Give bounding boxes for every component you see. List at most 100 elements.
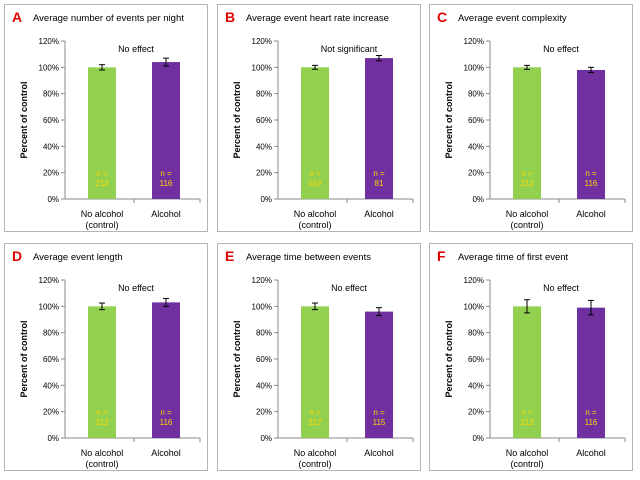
n-label-count: 212	[95, 179, 109, 188]
y-tick-label: 80%	[468, 90, 484, 99]
n-label-count: 212	[95, 418, 109, 427]
y-tick-label: 0%	[472, 434, 484, 443]
y-tick-label: 60%	[256, 355, 272, 364]
n-label-prefix: n =	[585, 408, 597, 417]
n-label-prefix: n =	[160, 169, 172, 178]
y-tick-label: 120%	[252, 37, 272, 46]
x-category-label: (control)	[85, 459, 118, 469]
y-tick-label: 0%	[47, 195, 59, 204]
annotation: No effect	[118, 44, 154, 54]
annotation: No effect	[543, 283, 579, 293]
y-tick-label: 80%	[43, 90, 59, 99]
bar	[152, 62, 180, 199]
bar	[577, 307, 605, 438]
x-category-label: Alcohol	[576, 209, 606, 219]
annotation: No effect	[543, 44, 579, 54]
chart-plot: 0% 20% 40% 60% 80% 100% 120% Percent of control…	[232, 37, 414, 230]
y-tick-label: 20%	[468, 169, 484, 178]
chart-plot: 0% 20% 40% 60% 80% 100% 120% Percent of control…	[444, 37, 626, 230]
n-label-count: 212	[520, 418, 534, 427]
bar	[365, 311, 393, 438]
chart-panel-c: C Average event complexity 0% 20% 40% 60% 80…	[429, 4, 633, 232]
x-category-label: Alcohol	[151, 448, 181, 458]
y-tick-label: 20%	[43, 408, 59, 417]
x-category-label: No alcohol	[81, 209, 124, 219]
bar	[577, 69, 605, 199]
y-tick-label: 100%	[39, 63, 59, 72]
chart-panel-f: F Average time of first event 0% 20% 40% 60…	[429, 243, 633, 471]
y-tick-label: 100%	[464, 302, 484, 311]
n-label-count: 212	[520, 179, 534, 188]
annotation: No effect	[118, 283, 154, 293]
chart-plot: 0% 20% 40% 60% 80% 100% 120% Percent of control…	[19, 276, 201, 469]
chart-panel-e: E Average time between events 0% 20% 40% 60…	[217, 243, 421, 471]
bar	[88, 67, 116, 199]
y-tick-label: 100%	[464, 63, 484, 72]
n-label-prefix: n =	[373, 408, 385, 417]
chart-title: Average event complexity	[458, 13, 567, 24]
x-category-label: (control)	[298, 459, 331, 469]
y-tick-label: 0%	[47, 434, 59, 443]
y-tick-label: 40%	[43, 381, 59, 390]
annotation: Not significant	[321, 44, 378, 54]
n-label-count: 212	[308, 418, 322, 427]
y-tick-label: 60%	[468, 116, 484, 125]
x-category-label: No alcohol	[294, 448, 337, 458]
chart-plot: 0% 20% 40% 60% 80% 100% 120% Percent of control…	[232, 276, 414, 469]
y-tick-label: 80%	[256, 90, 272, 99]
n-label-prefix: n =	[373, 169, 385, 178]
y-tick-label: 40%	[43, 142, 59, 151]
y-tick-label: 120%	[464, 276, 484, 285]
y-axis-title: Percent of control	[19, 320, 29, 397]
x-category-label: Alcohol	[364, 448, 394, 458]
chart-plot: 0% 20% 40% 60% 80% 100% 120% Percent of control…	[19, 37, 201, 230]
chart-plot: 0% 20% 40% 60% 80% 100% 120% Percent of control…	[444, 276, 626, 469]
chart-panel-b: B Average event heart rate increase 0% 20…	[217, 4, 421, 232]
x-category-label: (control)	[510, 459, 543, 469]
y-tick-label: 120%	[464, 37, 484, 46]
x-category-label: (control)	[298, 220, 331, 230]
x-category-label: (control)	[510, 220, 543, 230]
y-tick-label: 60%	[468, 355, 484, 364]
y-tick-label: 40%	[468, 142, 484, 151]
y-tick-label: 20%	[256, 408, 272, 417]
panel-letter: F	[437, 248, 446, 264]
y-axis-title: Percent of control	[19, 81, 29, 158]
n-label-count: 162	[308, 179, 322, 188]
bar	[88, 306, 116, 438]
n-label-prefix: n =	[96, 169, 108, 178]
y-tick-label: 120%	[39, 37, 59, 46]
y-tick-label: 100%	[252, 63, 272, 72]
n-label-count: 115	[373, 418, 386, 427]
chart-title: Average number of events per night	[33, 13, 184, 24]
chart-title: Average time of first event	[458, 252, 569, 263]
y-tick-label: 20%	[43, 169, 59, 178]
n-label-prefix: n =	[521, 169, 533, 178]
n-label-prefix: n =	[521, 408, 533, 417]
bar	[513, 67, 541, 199]
x-category-label: (control)	[85, 220, 118, 230]
n-label-prefix: n =	[160, 408, 172, 417]
y-axis-title: Percent of control	[444, 320, 454, 397]
y-tick-label: 100%	[39, 302, 59, 311]
y-tick-label: 0%	[472, 195, 484, 204]
x-category-label: Alcohol	[364, 209, 394, 219]
y-tick-label: 60%	[256, 116, 272, 125]
n-label-count: 116	[585, 418, 598, 427]
n-label-prefix: n =	[309, 169, 321, 178]
y-tick-label: 80%	[43, 329, 59, 338]
chart-panel-a: A Average number of events per night 0% 2…	[4, 4, 208, 232]
y-tick-label: 100%	[252, 302, 272, 311]
bar	[301, 67, 329, 199]
x-category-label: Alcohol	[151, 209, 181, 219]
x-category-label: No alcohol	[294, 209, 337, 219]
annotation: No effect	[331, 283, 367, 293]
x-category-label: No alcohol	[81, 448, 124, 458]
y-axis-title: Percent of control	[232, 320, 242, 397]
chart-title: Average event length	[33, 252, 123, 263]
bar	[365, 58, 393, 199]
y-axis-title: Percent of control	[444, 81, 454, 158]
x-category-label: No alcohol	[506, 209, 549, 219]
chart-title: Average time between events	[246, 252, 371, 263]
n-label-count: 116	[160, 418, 173, 427]
